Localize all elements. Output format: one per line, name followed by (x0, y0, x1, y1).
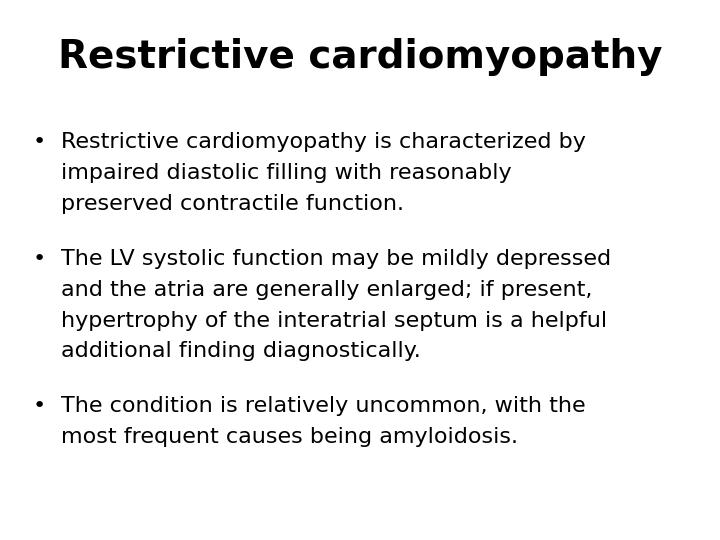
Text: most frequent causes being amyloidosis.: most frequent causes being amyloidosis. (61, 427, 518, 447)
Text: •: • (33, 396, 46, 416)
Text: Restrictive cardiomyopathy is characterized by: Restrictive cardiomyopathy is characteri… (61, 132, 586, 152)
Text: •: • (33, 132, 46, 152)
Text: Restrictive cardiomyopathy: Restrictive cardiomyopathy (58, 38, 662, 76)
Text: The LV systolic function may be mildly depressed: The LV systolic function may be mildly d… (61, 249, 611, 269)
Text: The condition is relatively uncommon, with the: The condition is relatively uncommon, wi… (61, 396, 586, 416)
Text: •: • (33, 249, 46, 269)
Text: preserved contractile function.: preserved contractile function. (61, 194, 404, 214)
Text: additional finding diagnostically.: additional finding diagnostically. (61, 341, 421, 361)
Text: and the atria are generally enlarged; if present,: and the atria are generally enlarged; if… (61, 280, 593, 300)
Text: hypertrophy of the interatrial septum is a helpful: hypertrophy of the interatrial septum is… (61, 310, 608, 330)
Text: impaired diastolic filling with reasonably: impaired diastolic filling with reasonab… (61, 163, 512, 183)
